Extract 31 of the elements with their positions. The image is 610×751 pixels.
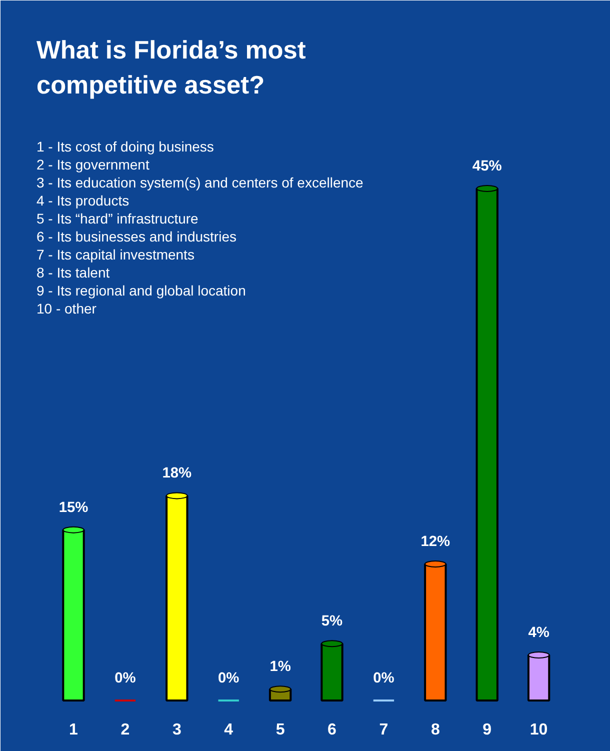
data-label: 12%: [420, 534, 450, 550]
x-tick-label: 3: [172, 722, 182, 738]
data-label: 0%: [114, 670, 136, 686]
data-label: 0%: [373, 670, 394, 686]
data-label: 5%: [321, 614, 343, 630]
annotation: 8 - Its talent: [36, 264, 110, 280]
x-tick-label: 8: [430, 722, 440, 738]
x-tick-label: 6: [328, 722, 337, 738]
text: 1 - Its cost of doing business: [36, 138, 214, 154]
annotation: 9 - Its regional and global location: [36, 282, 246, 298]
data-label: 18%: [162, 466, 192, 482]
annotation: 4 - Its products: [36, 192, 130, 208]
annotation: 3 - Its education system(s) and centers of excellence: [36, 174, 364, 190]
data-label: 45%: [472, 158, 502, 174]
annotation: 7 - Its capital investments: [36, 246, 194, 262]
data-label: 1%: [270, 659, 291, 676]
x-tick-label: 5: [276, 722, 285, 738]
annotation: 10 - other: [36, 300, 97, 316]
data-label: 4%: [528, 624, 550, 641]
x-tick-label: 2: [120, 722, 130, 738]
text: 2 - Its government: [36, 156, 150, 172]
x-tick-label: 4: [224, 722, 234, 738]
x-tick-label: 7: [379, 722, 388, 738]
x-tick-label: 10: [530, 722, 548, 738]
data-label: 0%: [218, 670, 240, 686]
annotation: 6 - Its businesses and industries: [36, 228, 236, 244]
data-label: 15%: [58, 500, 88, 516]
annotation: 5 - Its “hard” infrastructure: [36, 210, 199, 226]
x-tick-label: 1: [69, 722, 78, 738]
chart-title: What is Florida’s most competitive asset?: [36, 36, 306, 100]
x-tick-label: 9: [482, 722, 492, 738]
